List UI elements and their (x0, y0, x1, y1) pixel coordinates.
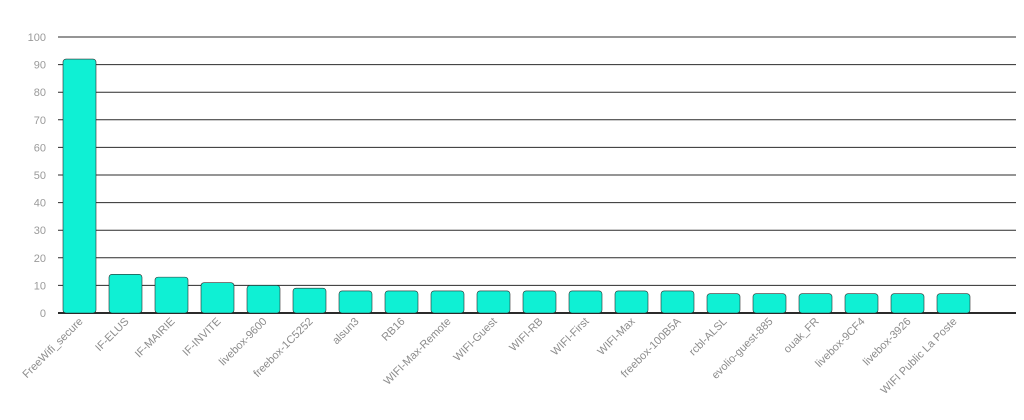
bar-9 (476, 290, 511, 314)
bar-6 (338, 290, 373, 314)
bar-15 (752, 293, 787, 314)
y-tick-label: 50 (34, 170, 46, 182)
y-tick-label: 10 (34, 280, 46, 292)
y-tick-label: 100 (28, 32, 46, 44)
x-tick-label: WIFI-First (549, 316, 592, 359)
bar-19 (936, 293, 971, 314)
bar-13 (660, 290, 695, 314)
y-tick-label: 0 (40, 308, 46, 320)
x-tick-label: WIFI-RB (507, 316, 545, 354)
bars (62, 58, 971, 314)
y-tick-label: 70 (34, 115, 46, 127)
x-axis: FreeWifi_secure IF-ELUS IF-MAIRIE IF-INVITE… (21, 315, 960, 397)
bar-5 (292, 287, 327, 314)
y-tick-label: 90 (34, 60, 46, 72)
y-axis: 0 10 20 30 40 50 60 70 80 90 100 (28, 32, 46, 320)
y-tick-label: 60 (34, 142, 46, 154)
y-tick-label: 80 (34, 87, 46, 99)
bar-2 (154, 276, 189, 314)
x-tick-label: FreeWifi_secure (21, 316, 86, 381)
x-tick-label: IF-INVITE (181, 316, 224, 359)
bar-18 (890, 293, 925, 314)
bar-1 (108, 274, 143, 314)
bar-3 (200, 282, 235, 314)
y-tick-label: 20 (34, 253, 46, 265)
bar-0 (62, 58, 97, 314)
bar-8 (430, 290, 465, 314)
x-tick-label: IF-MAIRIE (133, 316, 178, 361)
x-tick-label: rcbl-ALSL (687, 316, 730, 359)
x-tick-label: WIFI-Guest (451, 316, 499, 364)
bar-10 (522, 290, 557, 314)
x-tick-label: WIFI Public La Poste (879, 316, 960, 397)
grid-lines (58, 36, 1016, 314)
bar-12 (614, 290, 649, 314)
x-tick-label: alsun3 (330, 316, 361, 347)
bar-7 (384, 290, 419, 314)
x-tick-label: RB16 (380, 316, 408, 344)
bar-4 (246, 285, 281, 314)
bar-14 (706, 293, 741, 314)
x-tick-label: ouak_FR (782, 316, 822, 356)
y-tick-label: 30 (34, 225, 46, 237)
bar-11 (568, 290, 603, 314)
y-tick-label: 40 (34, 198, 46, 210)
x-tick-label: WIFI-Max (595, 315, 638, 358)
x-tick-label: livebox-9CF4 (813, 316, 867, 370)
x-tick-label: IF-ELUS (93, 316, 131, 354)
bar-16 (798, 293, 833, 314)
bar-17 (844, 293, 879, 314)
